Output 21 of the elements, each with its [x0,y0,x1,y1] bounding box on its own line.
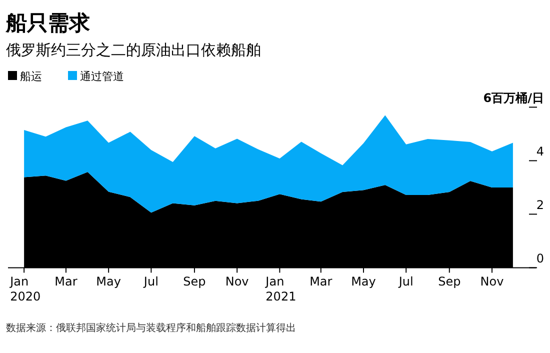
y-tick-label: 6百万桶/日 [483,91,544,106]
x-tick-label: Nov [225,274,249,289]
legend-label: 通过管道 [80,70,124,83]
y-tick-label: 2 [536,198,544,212]
chart-subtitle: 俄罗斯约三分之二的原油出口依赖船舶 [6,41,261,59]
source-note: 数据来源：俄联邦国家统计局与装载程序和船舶跟踪数据计算得出 [6,322,296,334]
y-tick-label: 4 [536,144,544,159]
x-tick-label: Jul [398,274,414,289]
x-tick-label: Sep [438,274,461,289]
y-tick-label: 0 [536,252,544,266]
x-tick-label: Jan 2020 [9,274,41,304]
chart-title: 船只需求 [5,11,91,35]
x-tick-label: Mar [54,274,78,289]
x-tick-label: Sep [183,274,206,289]
x-tick-label: Jan 2021 [264,274,296,304]
x-tick-label: Nov [480,274,504,289]
x-tick-label: May [96,274,121,289]
x-tick-label: May [351,274,376,289]
legend-label: 船运 [20,70,42,83]
x-tick-label: Jul [142,274,158,289]
x-tick-label: Mar [310,274,332,289]
